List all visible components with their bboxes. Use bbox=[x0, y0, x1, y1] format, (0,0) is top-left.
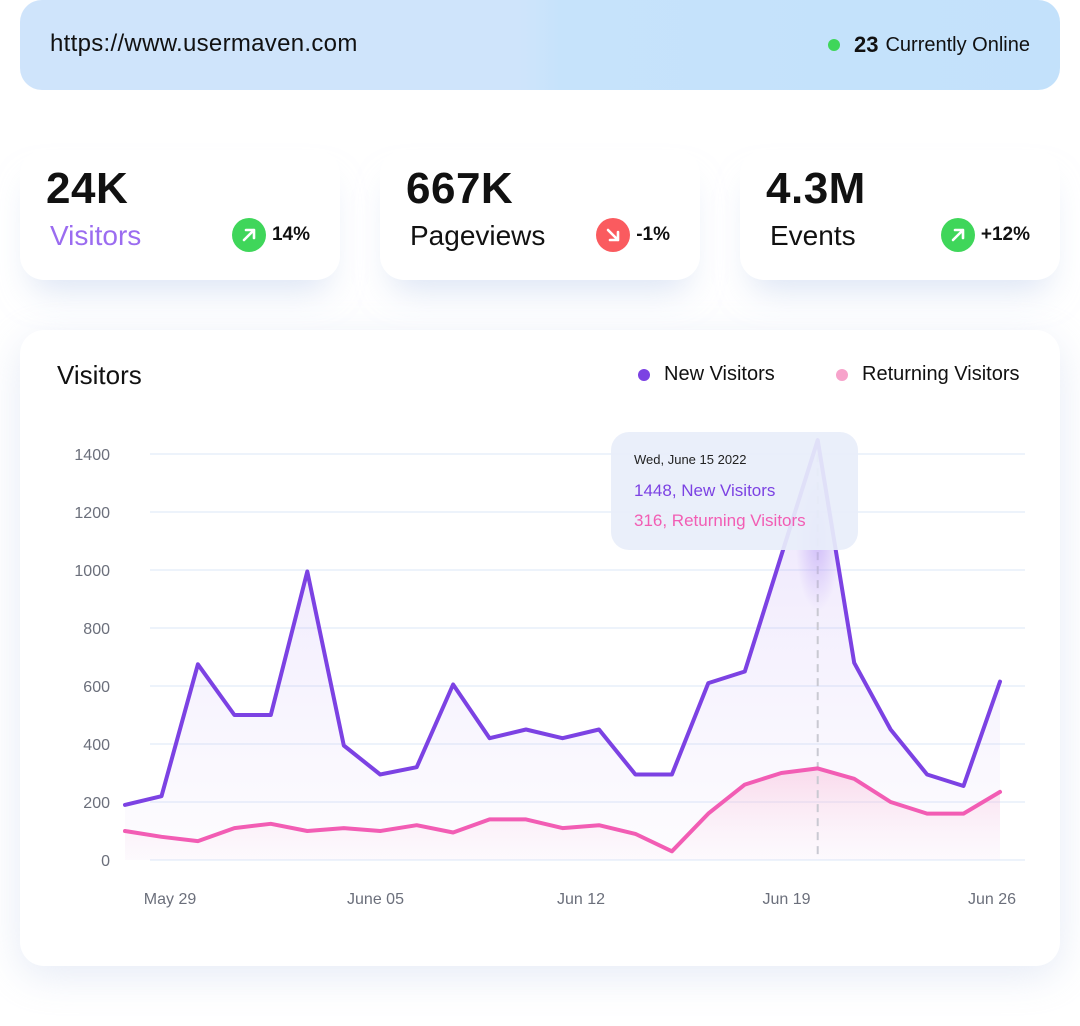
legend-label: New Visitors bbox=[664, 363, 775, 385]
chart-series bbox=[123, 438, 1002, 860]
legend-dot-icon bbox=[836, 368, 848, 381]
stat-change: +12% bbox=[940, 218, 1030, 252]
site-url[interactable]: https://www.usermaven.com bbox=[50, 30, 358, 57]
stat-label: Pageviews bbox=[410, 220, 546, 251]
trend-down-icon bbox=[596, 218, 631, 252]
y-tick-label: 200 bbox=[83, 795, 110, 812]
chart-title: Visitors bbox=[57, 360, 142, 390]
stat-change-value: -1% bbox=[636, 224, 670, 245]
x-tick-label: Jun 26 bbox=[968, 891, 1016, 908]
tooltip-returning-visitors: 316, Returning Visitors bbox=[634, 511, 806, 530]
tooltip-date: Wed, June 15 2022 bbox=[634, 452, 747, 467]
series-area-returning-visitors bbox=[125, 768, 1000, 860]
y-tick-label: 800 bbox=[83, 621, 110, 638]
legend-label: Returning Visitors bbox=[862, 363, 1020, 385]
x-tick-label: May 29 bbox=[144, 891, 197, 908]
stat-card-visitors[interactable]: 24K Visitors 14% bbox=[20, 150, 340, 280]
stat-change: 14% bbox=[231, 218, 310, 252]
stat-card-pageviews[interactable]: 667K Pageviews -1% bbox=[380, 150, 700, 280]
online-count: 23 bbox=[854, 32, 879, 57]
stat-value: 4.3M bbox=[766, 164, 866, 213]
y-tick-label: 1400 bbox=[74, 447, 110, 464]
legend-dot-icon bbox=[638, 368, 650, 381]
stat-change-value: 14% bbox=[271, 224, 310, 245]
x-tick-label: June 05 bbox=[347, 891, 404, 908]
y-tick-label: 1000 bbox=[74, 563, 110, 580]
trend-up-icon bbox=[940, 218, 975, 252]
trend-up-icon bbox=[231, 218, 266, 252]
stat-change-value: +12% bbox=[980, 224, 1030, 245]
series-area-new-visitors bbox=[125, 440, 1000, 860]
tooltip-new-visitors: 1448, New Visitors bbox=[634, 481, 776, 500]
x-tick-label: Jun 19 bbox=[762, 891, 810, 908]
x-tick-label: Jun 12 bbox=[557, 891, 605, 908]
site-header-bar: https://www.usermaven.com 23 Currently O… bbox=[20, 0, 1060, 90]
online-dot-icon bbox=[828, 39, 840, 51]
x-axis: May 29 June 05 Jun 12 Jun 19 Jun 26 bbox=[144, 891, 1016, 908]
online-indicator: 23 Currently Online bbox=[828, 32, 1030, 58]
chart-tooltip: Wed, June 15 2022 1448, New Visitors 316… bbox=[611, 432, 858, 550]
y-tick-label: 400 bbox=[83, 737, 110, 754]
stat-value: 24K bbox=[46, 164, 129, 213]
series-line-returning-visitors bbox=[123, 766, 1002, 854]
legend-returning-visitors[interactable]: Returning Visitors bbox=[836, 363, 1019, 386]
stat-change: -1% bbox=[596, 218, 670, 252]
stat-card-events[interactable]: 4.3M Events +12% bbox=[740, 150, 1060, 280]
stat-label: Events bbox=[770, 220, 856, 251]
stat-value: 667K bbox=[406, 164, 514, 213]
y-tick-label: 0 bbox=[101, 853, 110, 870]
y-tick-label: 1200 bbox=[74, 505, 110, 522]
series-line-new-visitors bbox=[123, 438, 1002, 807]
online-label: Currently Online bbox=[885, 33, 1030, 56]
y-tick-label: 600 bbox=[83, 679, 110, 696]
y-axis: 0 200 400 600 800 1000 1200 1400 bbox=[74, 447, 110, 870]
legend-new-visitors[interactable]: New Visitors bbox=[638, 363, 775, 386]
stat-label: Visitors bbox=[50, 220, 142, 251]
